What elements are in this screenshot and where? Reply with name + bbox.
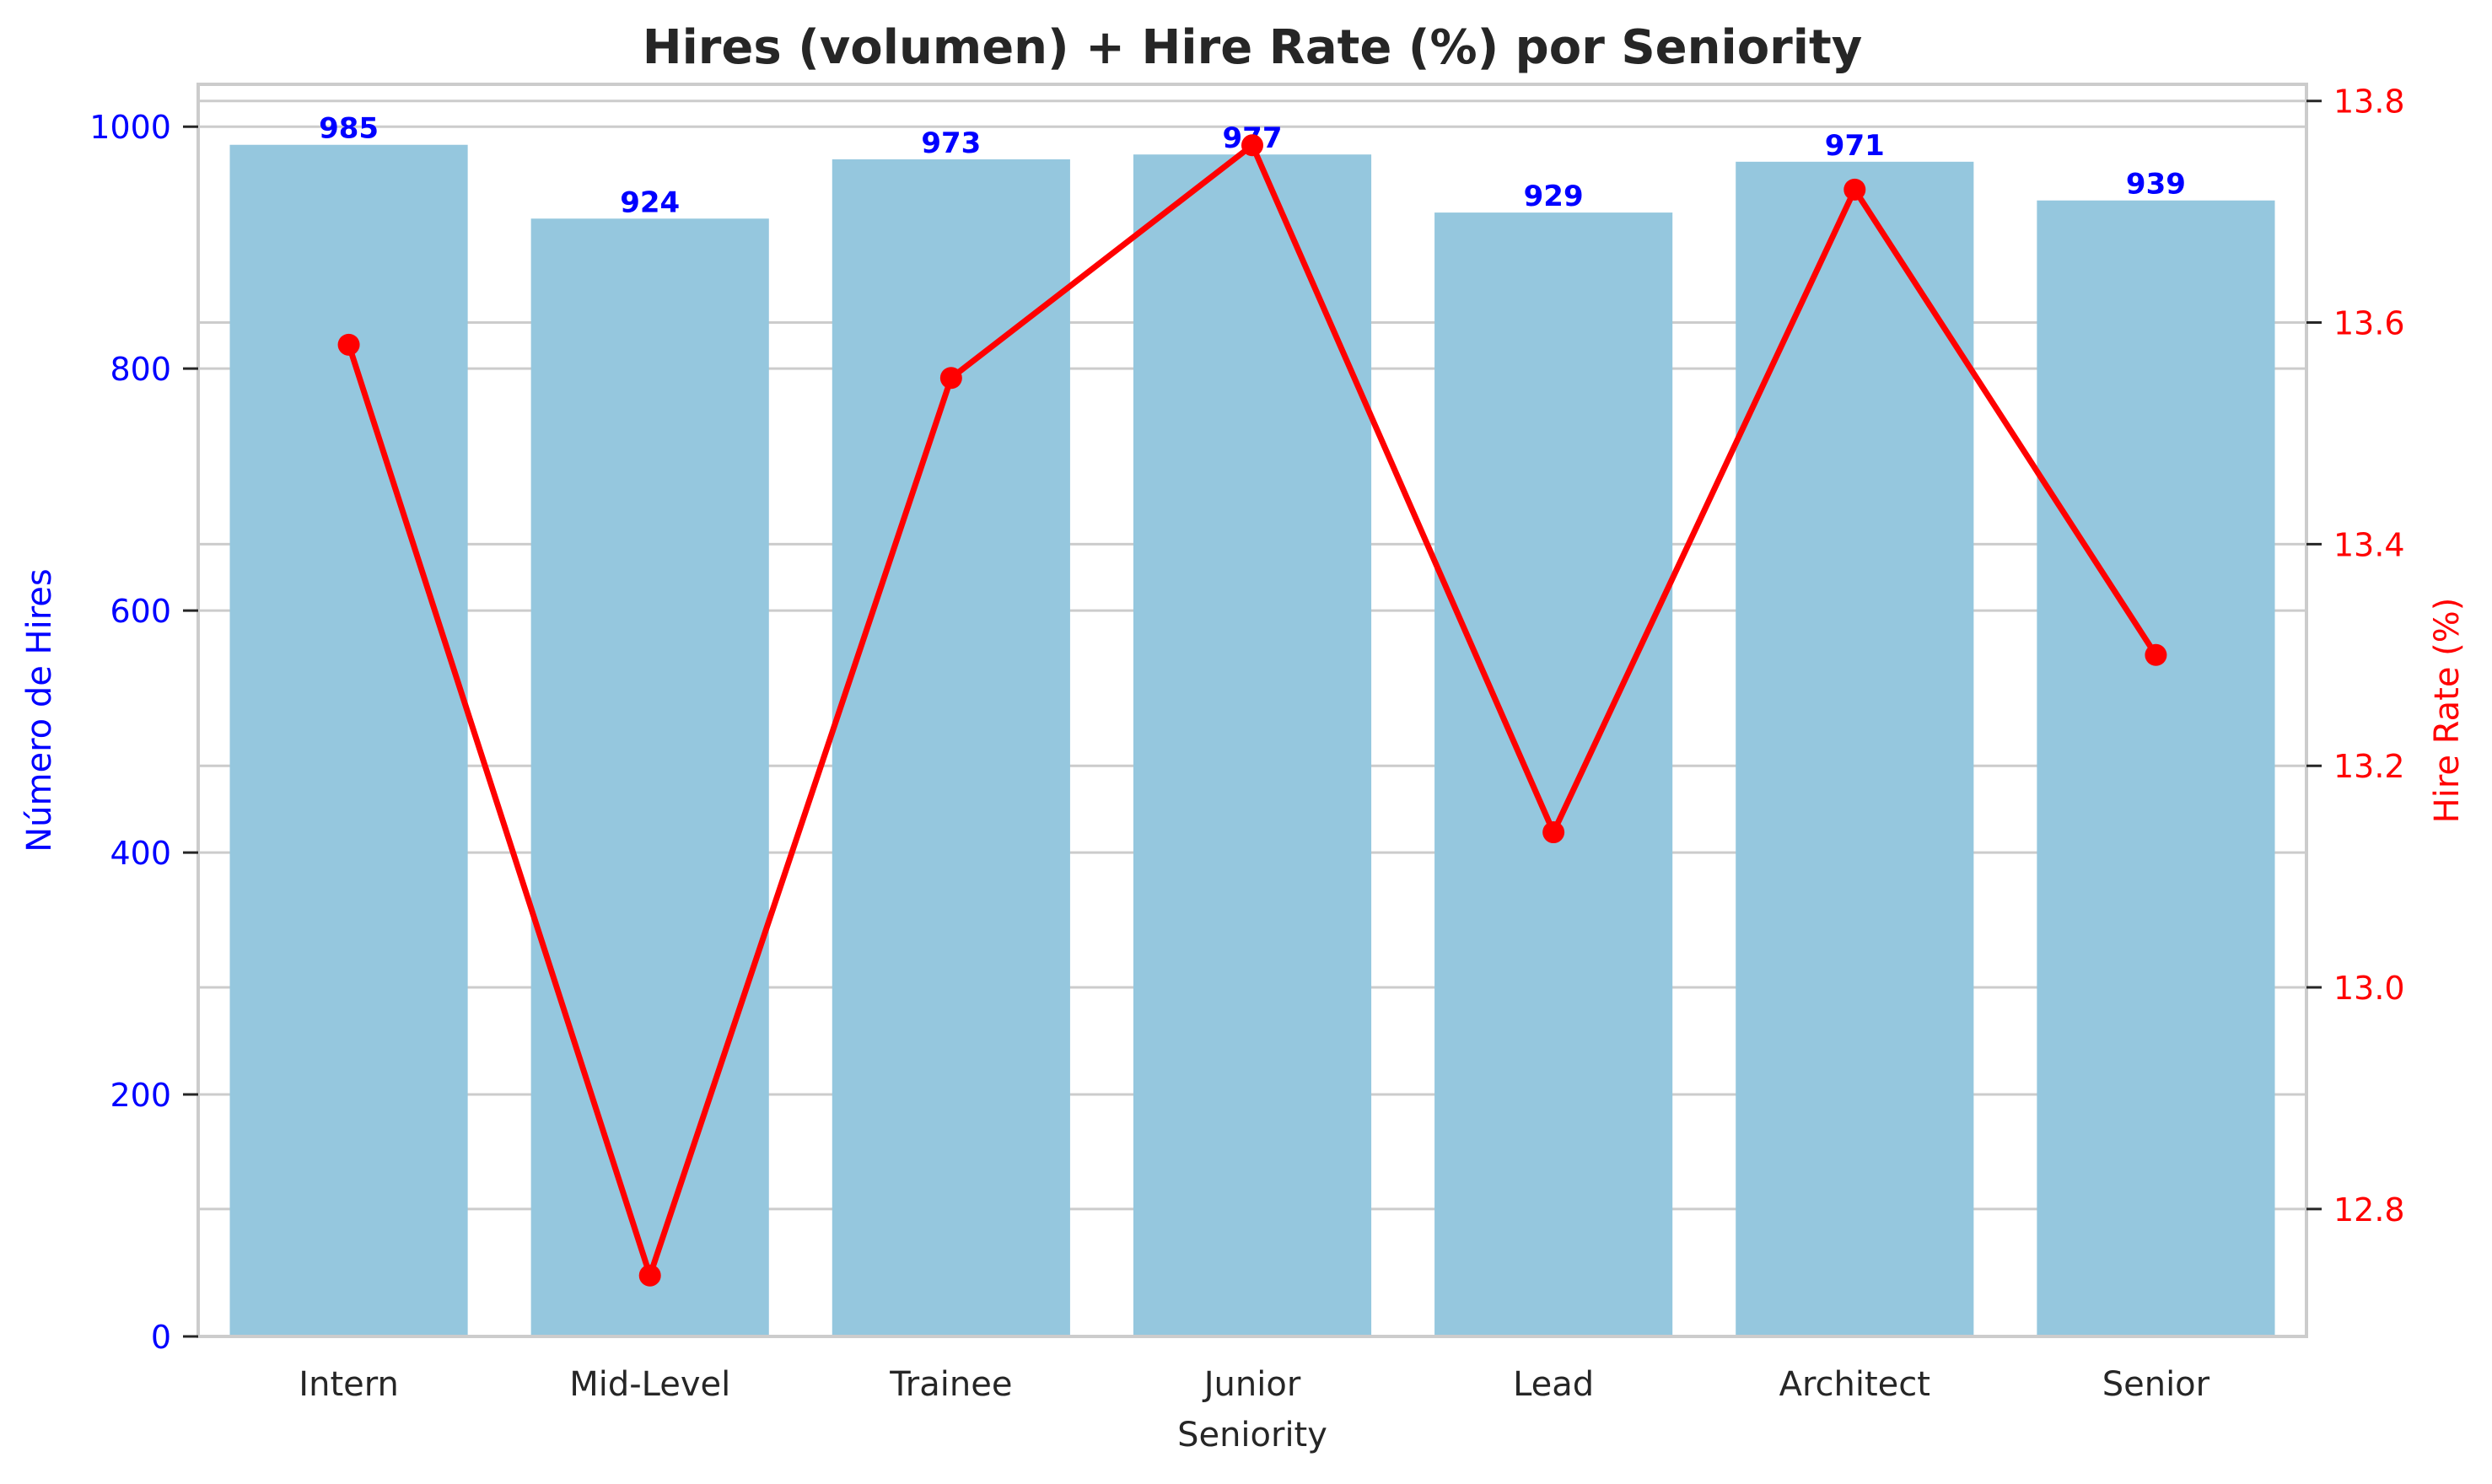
x-tick-label: Trainee <box>889 1365 1012 1404</box>
x-tick-label: Lead <box>1513 1365 1594 1404</box>
right-tick-label: 13.4 <box>2333 526 2405 563</box>
hire-rate-point <box>337 333 360 356</box>
right-tick-label: 13.0 <box>2333 970 2405 1007</box>
left-tick-label: 0 <box>151 1319 171 1356</box>
chart-title: Hires (volumen) + Hire Rate (%) por Seni… <box>643 20 1863 75</box>
hire-rate-point <box>638 1264 661 1287</box>
x-axis: Intern Mid-Level Trainee Junior Lead Architec… <box>299 1365 2209 1404</box>
bar <box>1434 212 1673 1337</box>
bar-series <box>229 144 2275 1337</box>
right-tick-label: 12.8 <box>2333 1191 2405 1229</box>
x-tick-label: Junior <box>1202 1365 1301 1404</box>
right-tick-label: 13.8 <box>2333 83 2405 121</box>
bar-data-label: 985 <box>319 112 379 146</box>
bar-data-label: 924 <box>620 186 680 219</box>
bar <box>1736 161 1974 1337</box>
bar <box>832 159 1070 1336</box>
left-tick-label: 800 <box>110 351 171 388</box>
bar <box>530 218 769 1336</box>
left-tick-label: 600 <box>110 593 171 630</box>
left-tick-label: 200 <box>110 1077 171 1114</box>
hire-rate-point <box>2145 643 2167 666</box>
right-y-axis: 12.8 13.0 13.2 13.4 13.6 13.8 <box>2306 83 2405 1229</box>
hire-rate-point <box>1542 821 1565 844</box>
hire-rate-point <box>1241 134 1263 157</box>
left-y-axis: 0 200 400 600 800 1000 <box>89 109 198 1356</box>
bar <box>2037 200 2275 1336</box>
bar <box>1133 154 1372 1336</box>
line-series <box>337 134 2167 1287</box>
hire-rate-point <box>939 367 962 390</box>
bar <box>229 144 468 1336</box>
x-tick-label: Architect <box>1779 1365 1930 1404</box>
hire-rate-point <box>1843 178 1866 201</box>
y-axis-label: Número de Hires <box>20 568 59 852</box>
left-tick-label: 1000 <box>89 109 171 146</box>
left-tick-label: 400 <box>110 835 171 872</box>
bar-data-label: 971 <box>1825 129 1885 163</box>
bar-data-label: 929 <box>1524 180 1584 213</box>
x-tick-label: Senior <box>2102 1365 2210 1404</box>
plot-frame <box>196 83 2308 1338</box>
x-axis-label: Seniority <box>1177 1416 1327 1454</box>
right-tick-label: 13.6 <box>2333 305 2405 342</box>
x-tick-label: Intern <box>299 1365 399 1404</box>
bar-data-label: 973 <box>921 126 981 160</box>
y2-axis-label: Hire Rate (%) <box>2428 598 2467 824</box>
bar-data-label: 939 <box>2126 168 2186 202</box>
right-tick-label: 13.2 <box>2333 748 2405 785</box>
x-tick-label: Mid-Level <box>569 1365 730 1404</box>
